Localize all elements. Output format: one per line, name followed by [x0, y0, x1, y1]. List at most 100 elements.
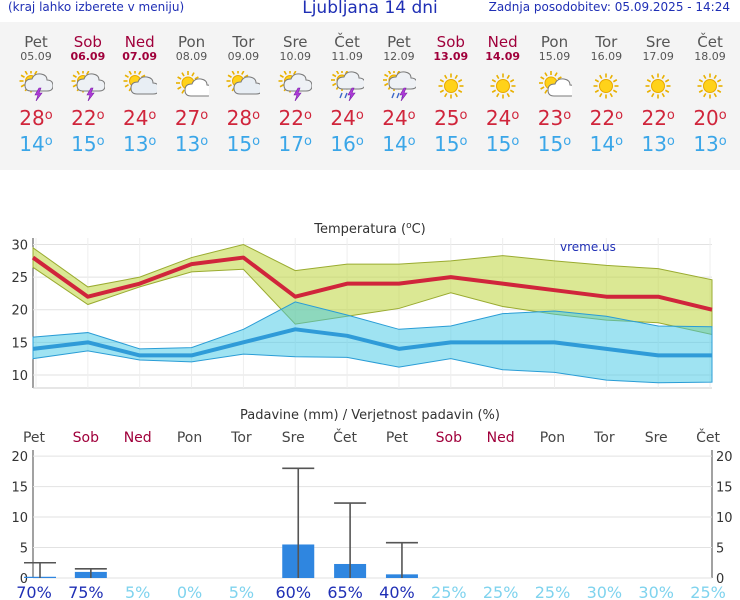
- day-column[interactable]: Čet 18.09 20o 13o: [685, 22, 735, 156]
- day-column[interactable]: Sre 17.09 22o 13o: [633, 22, 683, 156]
- precipitation-probability: 5%: [229, 583, 254, 600]
- precipitation-probability: 25%: [483, 583, 519, 600]
- sun-cloud-icon: [123, 71, 157, 95]
- day-name: Tor: [232, 33, 255, 51]
- day-column[interactable]: Ned 07.09 24o 13o: [115, 22, 165, 156]
- y-tick-label-left: 20: [11, 450, 28, 465]
- max-temperature: 27o: [174, 106, 209, 130]
- watermark-text: vreme.us: [560, 240, 616, 254]
- day-name: Pet: [24, 33, 48, 51]
- day-date: 15.09: [538, 50, 571, 63]
- sun-cloud-thunder-icon: [71, 71, 105, 101]
- max-temperature: 24o: [382, 106, 416, 130]
- sun-icon: [645, 73, 671, 99]
- title-unit: C): [412, 222, 426, 237]
- last-update-text: Zadnja posodobitev: 05.09.2025 - 14:24: [488, 0, 730, 14]
- precipitation-probability: 70%: [16, 583, 52, 600]
- day-date: 16.09: [590, 50, 623, 63]
- day-date: 13.09: [433, 50, 469, 63]
- day-column[interactable]: Sob 13.09 25o 15o: [426, 22, 476, 156]
- max-temperature: 28o: [226, 106, 261, 130]
- max-temperature-line: [31, 255, 713, 312]
- day-name: Pon: [540, 33, 569, 51]
- day-name: Sob: [436, 33, 465, 51]
- category-label: Pon: [540, 430, 565, 446]
- min-temperature: 16o: [330, 132, 364, 156]
- sun-small-cloud-icon: [538, 71, 572, 97]
- category-label: Sob: [73, 430, 99, 446]
- sun-icon: [438, 73, 464, 99]
- day-date: 09.09: [227, 50, 260, 63]
- precipitation-chart-title: Padavine (mm) / Verjetnost padavin (%): [240, 408, 500, 423]
- day-column[interactable]: Sre 10.09 22o 17o: [270, 22, 320, 155]
- precipitation-probability: 0%: [177, 583, 202, 600]
- top-bar: (kraj lahko izberete v meniju) Ljubljana…: [0, 0, 740, 20]
- category-label: Pon: [177, 430, 202, 446]
- precipitation-probability: 25%: [535, 583, 571, 600]
- sun-cloud-thunder-icon: [278, 71, 313, 101]
- sun-icon: [593, 73, 619, 99]
- daily-forecast-panel: Pet 05.09 28o 14o Sob 06.09 22o 15o Ned …: [0, 22, 740, 170]
- day-name: Ned: [124, 33, 155, 51]
- day-name: Tor: [595, 33, 618, 51]
- max-temperature: 20o: [693, 106, 727, 130]
- y-tick-label-right: 20: [716, 450, 733, 465]
- day-date: 14.09: [485, 50, 521, 63]
- day-date: 06.09: [70, 50, 106, 63]
- y-tick-label-right: 0: [716, 572, 724, 587]
- day-date: 12.09: [383, 50, 415, 63]
- sun-cloud-icon: [226, 71, 261, 95]
- category-label: Tor: [593, 430, 615, 446]
- day-name: Čet: [334, 33, 360, 51]
- day-column[interactable]: Pon 15.09 23o 15o: [530, 22, 580, 155]
- day-date: 10.09: [279, 50, 312, 63]
- precipitation-chart: Padavine (mm) / Verjetnost padavin (%) Pe…: [11, 408, 732, 600]
- day-name: Sob: [73, 33, 102, 51]
- y-tick-label: 25: [11, 271, 28, 286]
- precipitation-probability: 65%: [327, 583, 363, 600]
- day-name: Pon: [177, 33, 206, 51]
- day-date: 07.09: [122, 50, 158, 63]
- day-date: 18.09: [694, 50, 726, 63]
- y-tick-label-left: 0: [20, 572, 28, 587]
- day-name: Ned: [487, 33, 518, 51]
- day-column[interactable]: Ned 14.09 24o 15o: [478, 22, 528, 156]
- category-label: Sre: [282, 430, 305, 446]
- min-temperature: 13o: [641, 132, 675, 156]
- day-column[interactable]: Pet 05.09 28o 14o: [11, 22, 61, 155]
- day-column[interactable]: Pet 12.09 24o 14o: [374, 22, 424, 155]
- min-temperature: 17o: [278, 132, 312, 156]
- day-column[interactable]: Tor 09.09 28o 15o: [218, 22, 268, 155]
- sun-cloud-thunder-rain-icon: [382, 71, 416, 101]
- max-temperature: 24o: [330, 106, 364, 130]
- day-column[interactable]: Pon 08.09 27o 13o: [167, 22, 217, 155]
- y-tick-label-right: 10: [716, 511, 733, 526]
- y-tick-label: 30: [11, 239, 28, 254]
- y-tick-label: 20: [11, 304, 28, 319]
- min-temperature: 15o: [434, 132, 468, 156]
- precipitation-probability: 60%: [275, 583, 311, 600]
- category-label: Čet: [696, 428, 720, 446]
- title-text: Temperatura (: [313, 222, 406, 237]
- day-column[interactable]: Čet 11.09 24o 16o: [322, 22, 372, 155]
- precipitation-probability: 30%: [587, 583, 623, 600]
- max-temperature: 22o: [589, 106, 624, 130]
- y-tick-label-right: 5: [716, 542, 724, 557]
- max-temperature: 23o: [537, 106, 572, 130]
- y-tick-label-left: 15: [11, 481, 28, 496]
- day-date: 11.09: [331, 50, 363, 63]
- sun-cloud-thunder-icon: [19, 71, 53, 101]
- category-label: Ned: [124, 430, 152, 446]
- max-temperature: 24o: [122, 106, 157, 130]
- location-menu-hint[interactable]: (kraj lahko izberete v meniju): [8, 0, 185, 14]
- min-temperature: 13o: [174, 132, 209, 156]
- sun-small-cloud-icon: [175, 71, 209, 97]
- day-column[interactable]: Tor 16.09 22o 14o: [581, 22, 631, 156]
- precipitation-probability: 25%: [690, 583, 726, 600]
- precipitation-probability: 40%: [379, 583, 415, 600]
- day-column[interactable]: Sob 06.09 22o 15o: [63, 22, 113, 156]
- day-name: Sre: [645, 33, 671, 51]
- min-temperature: 14o: [19, 132, 53, 156]
- y-tick-label: 10: [11, 369, 28, 384]
- y-tick-label-left: 10: [11, 511, 28, 526]
